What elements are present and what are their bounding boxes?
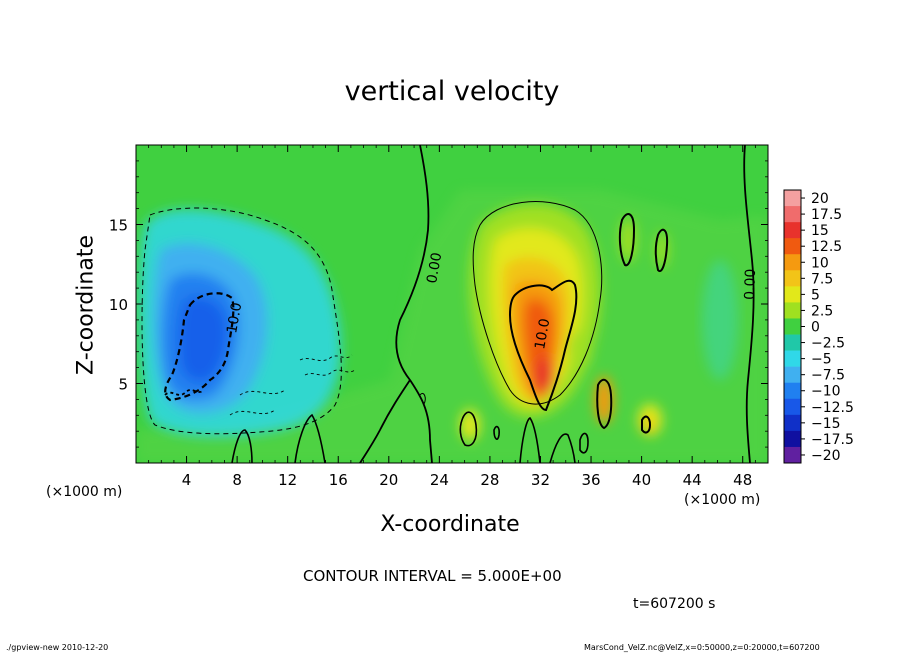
colorbar-label: −2.5 (811, 336, 845, 352)
heatmap-field (136, 145, 768, 463)
x-tick-label: 8 (232, 471, 242, 489)
colorbar-label: 7.5 (811, 271, 833, 287)
colorbar-label: −5 (811, 352, 832, 368)
x-tick-label: 20 (379, 471, 398, 489)
colorbar-swatch (784, 206, 801, 223)
chart-title: vertical velocity (344, 76, 560, 107)
contour-lines (141, 145, 755, 463)
colorbar-swatch (784, 446, 801, 464)
contour-label: 0.00 (424, 251, 445, 284)
contour-label: 0.00 (742, 268, 759, 300)
footer-right: MarsCond_VelZ.nc@VelZ,x=0:50000,z=0:2000… (584, 643, 820, 652)
colorbar-swatch (784, 398, 801, 416)
colorbar-label: −20 (811, 448, 841, 464)
colorbar-swatch (784, 254, 801, 271)
time-stamp: t=607200 s (633, 596, 716, 612)
colorbar-label: 12.5 (811, 239, 842, 255)
colorbar-label: 0 (811, 320, 820, 336)
downdraft-region (138, 209, 341, 437)
x-tick-label: 40 (632, 471, 651, 489)
colorbar-swatch (784, 366, 801, 384)
x-tick-label: 32 (531, 471, 550, 489)
colorbar-swatch (784, 190, 801, 207)
colorbar-label: 2.5 (811, 303, 833, 319)
x-tick-label: 16 (329, 471, 348, 489)
colorbar-label: 15 (811, 223, 829, 239)
x-unit-right: (×1000 m) (684, 492, 761, 508)
x-axis: 4 8 12 16 20 24 28 32 36 40 44 48 (148, 145, 756, 489)
colorbar-label: −12.5 (811, 400, 854, 416)
x-tick-label: 4 (182, 471, 192, 489)
y-axis: 5 10 15 (109, 160, 768, 448)
contour-label: 10.0 (224, 301, 245, 334)
colorbar-label: −10 (811, 384, 841, 400)
colorbar-swatch (784, 286, 801, 303)
x-axis-label: X-coordinate (380, 512, 520, 537)
colorbar-label: 5 (811, 287, 820, 303)
colorbar: 2017.51512.5107.552.50−2.5−5−7.5−10−12.5… (783, 189, 854, 464)
colorbar-swatch (784, 238, 801, 255)
updraft-region (460, 203, 668, 441)
x-tick-label: 44 (683, 471, 702, 489)
x-tick-label: 28 (480, 471, 499, 489)
colorbar-swatch (784, 382, 801, 400)
y-axis-label: Z-coordinate (73, 235, 99, 375)
colorbar-label: 20 (811, 191, 829, 207)
contour-label-group: 0.00 0.00 10.0 10.0 (224, 251, 759, 350)
colorbar-swatch (784, 318, 801, 335)
x-tick-label: 36 (581, 471, 600, 489)
contour-interval: CONTOUR INTERVAL = 5.000E+00 (303, 567, 562, 585)
contour-label: 10.0 (532, 317, 553, 350)
x-unit-left: (×1000 m) (46, 484, 123, 500)
colorbar-label: −7.5 (811, 368, 845, 384)
colorbar-swatch (784, 270, 801, 287)
colorbar-label: −15 (811, 416, 841, 432)
colorbar-label: 10 (811, 255, 829, 271)
y-tick-label: 5 (118, 376, 128, 394)
colorbar-swatch (784, 430, 801, 448)
colorbar-swatch (784, 222, 801, 239)
colorbar-swatch (784, 414, 801, 432)
colorbar-label: 17.5 (811, 207, 842, 223)
x-tick-label: 12 (278, 471, 297, 489)
x-tick-label: 48 (733, 471, 752, 489)
y-tick-label: 15 (109, 217, 128, 235)
colorbar-swatch (784, 334, 801, 351)
x-tick-label: 24 (430, 471, 449, 489)
footer-left: ./gpview-new 2010-12-20 (6, 643, 109, 652)
y-tick-label: 10 (109, 296, 128, 314)
colorbar-label: −17.5 (811, 432, 854, 448)
colorbar-swatch (784, 350, 801, 367)
colorbar-swatch (784, 302, 801, 319)
